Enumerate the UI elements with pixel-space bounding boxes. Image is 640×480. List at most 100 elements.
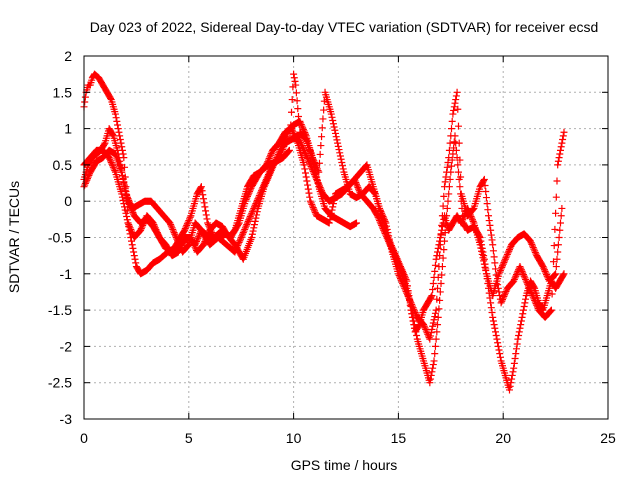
data-point bbox=[355, 185, 363, 193]
data-point bbox=[400, 271, 408, 279]
data-point bbox=[240, 227, 248, 235]
data-point bbox=[428, 292, 436, 300]
data-point bbox=[459, 214, 467, 222]
data-point bbox=[331, 193, 339, 201]
data-point bbox=[485, 217, 493, 225]
data-point bbox=[291, 77, 299, 85]
data-point bbox=[408, 302, 416, 310]
data-point bbox=[453, 88, 461, 96]
data-point bbox=[504, 249, 512, 257]
data-point bbox=[319, 115, 327, 123]
data-point bbox=[336, 149, 344, 157]
data-point bbox=[81, 98, 89, 106]
data-point bbox=[403, 289, 411, 297]
data-point bbox=[420, 321, 428, 329]
data-point bbox=[427, 371, 435, 379]
data-point bbox=[518, 267, 526, 275]
data-point bbox=[304, 154, 312, 162]
data-point bbox=[448, 117, 456, 125]
data-point bbox=[431, 313, 439, 321]
data-point bbox=[243, 221, 251, 229]
data-point bbox=[329, 117, 337, 125]
data-point bbox=[121, 184, 129, 192]
data-point bbox=[335, 146, 343, 154]
data-point bbox=[438, 221, 446, 229]
data-point bbox=[128, 229, 136, 237]
data-point bbox=[311, 158, 319, 166]
data-point bbox=[118, 171, 126, 179]
data-point bbox=[329, 200, 337, 208]
data-point bbox=[422, 325, 430, 333]
data-point bbox=[498, 297, 506, 305]
data-point bbox=[407, 299, 415, 307]
data-point bbox=[311, 208, 319, 216]
data-point bbox=[547, 306, 555, 314]
data-point bbox=[181, 225, 189, 233]
data-point bbox=[432, 255, 440, 263]
data-point bbox=[251, 217, 259, 225]
data-point bbox=[515, 328, 523, 336]
data-point bbox=[262, 179, 270, 187]
data-point bbox=[435, 263, 443, 271]
data-point bbox=[434, 273, 442, 281]
data-point bbox=[299, 145, 307, 153]
data-point bbox=[492, 332, 500, 340]
y-axis-label: SDTVAR / TECUs bbox=[6, 181, 22, 293]
data-point bbox=[447, 125, 455, 133]
data-point bbox=[85, 171, 93, 179]
data-point bbox=[253, 208, 261, 216]
data-point bbox=[487, 304, 495, 312]
data-point bbox=[83, 175, 91, 183]
data-point bbox=[203, 215, 211, 223]
data-point bbox=[455, 139, 463, 147]
data-point bbox=[113, 117, 121, 125]
data-point bbox=[300, 161, 308, 169]
data-point bbox=[332, 133, 340, 141]
data-point bbox=[131, 255, 139, 263]
data-point bbox=[429, 286, 437, 294]
data-point bbox=[487, 299, 495, 307]
data-point bbox=[114, 121, 122, 129]
data-point bbox=[529, 293, 537, 301]
data-point bbox=[496, 353, 504, 361]
data-point bbox=[499, 294, 507, 302]
data-point bbox=[501, 255, 509, 263]
data-point bbox=[118, 168, 126, 176]
data-point bbox=[409, 317, 417, 325]
data-point bbox=[445, 154, 453, 162]
data-point bbox=[293, 97, 301, 105]
data-point bbox=[549, 274, 557, 282]
data-point bbox=[531, 296, 539, 304]
data-point bbox=[399, 269, 407, 277]
data-point bbox=[396, 273, 404, 281]
data-point bbox=[310, 205, 318, 213]
data-point bbox=[267, 168, 275, 176]
data-point bbox=[478, 250, 486, 258]
data-point bbox=[401, 286, 409, 294]
data-point bbox=[313, 173, 321, 181]
data-point bbox=[277, 144, 285, 152]
data-point bbox=[302, 173, 310, 181]
data-point bbox=[339, 162, 347, 170]
data-point bbox=[400, 283, 408, 291]
data-point bbox=[410, 307, 418, 315]
data-point bbox=[384, 229, 392, 237]
data-point bbox=[116, 132, 124, 140]
data-point bbox=[527, 239, 535, 247]
data-point bbox=[456, 183, 464, 191]
data-point bbox=[111, 110, 119, 118]
data-point bbox=[176, 245, 184, 253]
data-point bbox=[521, 274, 529, 282]
data-point bbox=[304, 185, 312, 193]
data-point bbox=[491, 259, 499, 267]
data-point bbox=[166, 219, 174, 227]
data-point bbox=[402, 288, 410, 296]
data-point bbox=[553, 177, 561, 185]
data-point bbox=[238, 232, 246, 240]
data-point bbox=[488, 236, 496, 244]
data-point bbox=[249, 227, 257, 235]
data-point bbox=[378, 209, 386, 217]
data-point bbox=[540, 264, 548, 272]
data-point bbox=[480, 177, 488, 185]
data-point bbox=[128, 241, 136, 249]
